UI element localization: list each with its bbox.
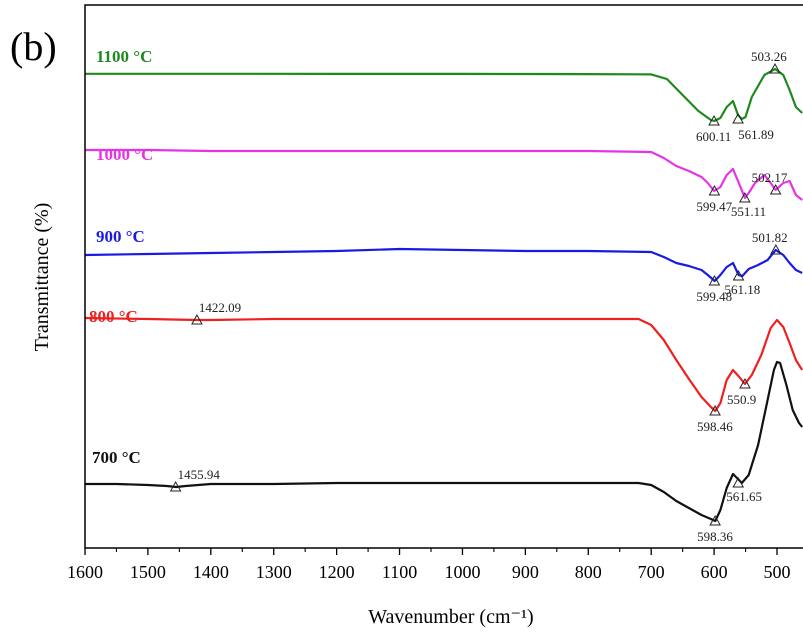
x-tick-label: 1500 xyxy=(130,562,166,582)
x-tick-label: 900 xyxy=(512,562,539,582)
series-label: 1000 °C xyxy=(96,145,153,164)
peak-label: 598.46 xyxy=(697,419,733,434)
series-line xyxy=(85,148,803,201)
series-line xyxy=(85,247,803,283)
x-tick-label: 1000 xyxy=(444,562,480,582)
x-tick-label: 1300 xyxy=(256,562,292,582)
peak-marker xyxy=(708,114,720,126)
peak-marker xyxy=(191,313,203,325)
x-tick-label: 1400 xyxy=(193,562,229,582)
x-axis-title: Wavenumber (cm⁻¹) xyxy=(368,606,533,628)
peak-marker xyxy=(770,243,782,255)
x-tick-label: 1600 xyxy=(67,562,103,582)
peak-marker xyxy=(709,514,721,526)
series-label: 700 °C xyxy=(92,448,141,467)
peak-marker xyxy=(709,404,721,416)
peak-label: 561.89 xyxy=(738,127,774,142)
peak-marker xyxy=(769,62,781,74)
peak-label: 599.47 xyxy=(696,199,732,214)
peak-marker xyxy=(732,476,745,488)
peak-marker xyxy=(739,377,751,389)
peak-label: 598.36 xyxy=(697,529,733,544)
series-labels-layer: 1100 °C 1000 °C 900 °C 800 °C 700 °C xyxy=(89,47,153,467)
plot-frame xyxy=(84,4,803,549)
series-line xyxy=(85,67,803,123)
peak-label: 503.26 xyxy=(751,49,787,64)
peak-label: 502.17 xyxy=(752,170,788,185)
x-tick-label: 1200 xyxy=(319,562,355,582)
peak-marker xyxy=(732,112,744,124)
peak-label: 561.65 xyxy=(726,489,762,504)
series-line xyxy=(85,360,803,523)
x-tick-label: 600 xyxy=(701,562,728,582)
x-tick-label: 700 xyxy=(638,562,665,582)
peak-label: 1455.94 xyxy=(178,467,221,482)
peak-label: 600.11 xyxy=(696,129,731,144)
x-tick-label: 500 xyxy=(764,562,791,582)
peak-label: 599.48 xyxy=(696,289,732,304)
series-label: 800 °C xyxy=(89,307,138,326)
x-tick-label: 1100 xyxy=(382,562,417,582)
x-tick-label: 800 xyxy=(575,562,602,582)
peak-label: 501.82 xyxy=(752,230,788,245)
series-layer xyxy=(85,67,803,523)
series-label: 900 °C xyxy=(96,227,145,246)
peak-marker xyxy=(708,274,721,286)
y-axis-title: Transmittance (%) xyxy=(31,203,53,352)
peak-label: 550.9 xyxy=(727,392,756,407)
peak-marker xyxy=(738,191,751,203)
x-axis: 1600 1500 1400 1300 1200 1100 1000 900 800 700 600… xyxy=(67,548,791,582)
panel-label: (b) xyxy=(10,24,57,69)
peak-marker xyxy=(169,480,182,492)
series-label: 1100 °C xyxy=(96,47,152,66)
peak-label: 561.18 xyxy=(725,282,761,297)
peak-label: 1422.09 xyxy=(199,300,241,315)
series-line xyxy=(85,316,803,413)
peak-marker xyxy=(769,183,782,195)
peak-marker xyxy=(732,269,745,281)
peak-marker xyxy=(708,184,721,196)
peak-label: 551.11 xyxy=(731,204,766,219)
